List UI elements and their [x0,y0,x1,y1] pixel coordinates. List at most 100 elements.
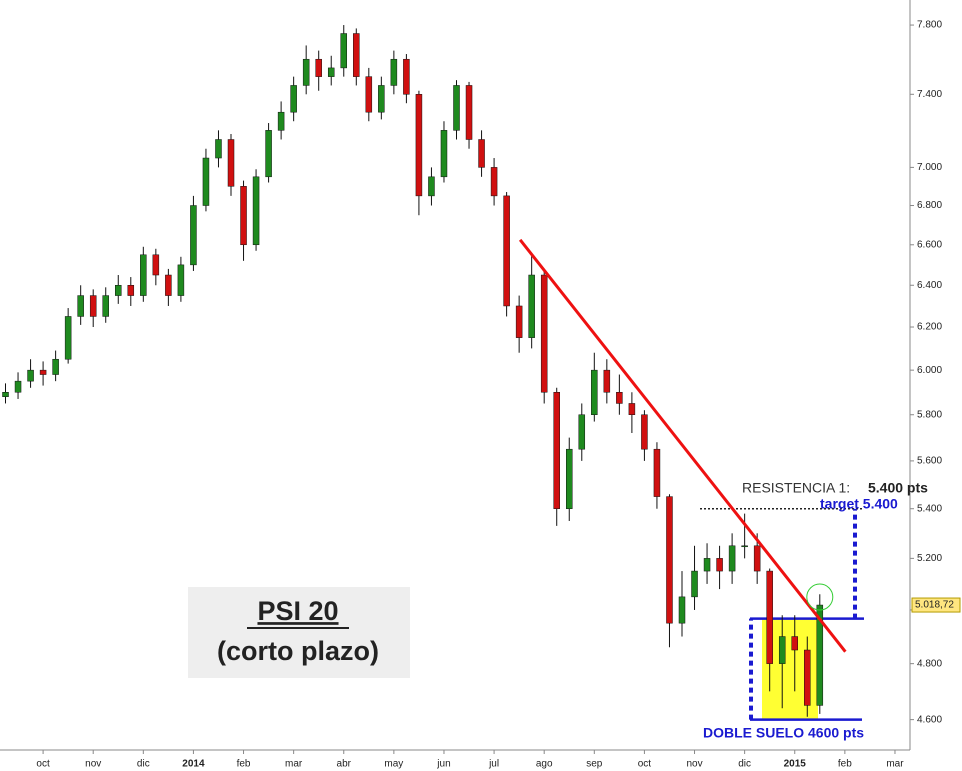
candle-body [152,254,160,276]
candle-body [578,414,586,450]
candle-body [678,596,686,624]
candle-body [365,76,373,113]
x-tick-label: abr [337,759,352,770]
x-tick-label: mar [886,759,904,770]
x-tick-label: nov [85,759,101,770]
candle-body [340,33,348,69]
candle-body [115,285,122,296]
y-tick-label: 5.600 [917,456,942,467]
candles [2,25,824,717]
candle-body [327,67,335,77]
candle-body [616,392,623,404]
candle-body [165,274,172,296]
x-tick-label: may [384,759,403,770]
candle-body [428,176,435,197]
candle-body [778,636,786,664]
candle-body [440,130,448,178]
y-tick-label: 6.000 [917,365,942,376]
x-tick-label: oct [638,759,652,770]
last-price-box [911,597,961,613]
candle-body [127,285,135,296]
x-tick-label: dic [738,759,751,770]
candle-body [753,545,761,572]
candle-body [378,85,385,113]
candle-body [791,636,798,651]
candle-body [39,369,47,375]
x-tick-label: oct [36,759,50,770]
x-tick-label: 2014 [182,759,205,770]
y-tick-label: 5.400 [917,503,942,514]
candle-body [252,176,260,246]
candle-body [353,33,360,77]
x-tick-label: 2015 [784,759,807,770]
candle-body [202,157,210,206]
y-tick-label: 5.200 [917,553,942,564]
candle-body [2,392,9,397]
candle-body [403,58,410,95]
candle-body [52,358,59,375]
y-tick-label: 4.800 [917,658,942,669]
x-tick-label: jun [436,759,450,770]
y-tick-label: 7.400 [917,89,942,100]
candle-body [515,305,523,338]
x-tick-label: jul [488,759,499,770]
candle-body [14,380,22,393]
candle-body [302,58,310,86]
y-tick-label: 7.000 [917,162,942,173]
candle-body [240,186,247,246]
candle-body [641,414,648,450]
candle-body [728,545,736,572]
resistance-value: 5.400 pts [868,480,928,496]
resistance-label: RESISTENCIA 1: [742,480,850,496]
candle-body [277,111,285,131]
y-tick-label: 7.800 [917,20,942,31]
candle-body [390,58,398,86]
candle-body [478,139,485,168]
candle-body [804,649,811,706]
candle-body [215,139,222,159]
candle-body [415,94,423,197]
last-price-label: 5.018,72 [915,600,954,611]
candle-body [653,448,661,497]
candle-body [177,264,185,296]
candle-body [453,85,460,131]
highlight-circle [806,583,834,611]
candle-body [540,274,548,393]
y-tick-label: 6.400 [917,280,942,291]
candle-body [27,369,34,382]
candle-body [628,403,636,415]
candle-body [140,254,147,296]
candle-body [490,167,498,197]
x-tick-label: sep [586,759,603,770]
candle-body [591,369,598,415]
candle-body [691,570,698,598]
candle-body [566,448,573,509]
candle-body [227,139,235,187]
x-tick-label: mar [285,759,303,770]
candle-body [528,274,535,338]
candle-body [766,570,773,664]
candle-body [265,130,272,178]
title-box [188,587,410,678]
candle-body [102,295,109,317]
y-tick-label: 4.600 [917,714,942,725]
y-tick-label: 6.800 [917,200,942,211]
candle-body [666,496,673,624]
candle-body [89,295,97,317]
x-tick-label: nov [686,759,702,770]
x-tick-label: ago [536,759,553,770]
candle-body [503,195,510,307]
x-tick-label: dic [137,759,150,770]
candle-body [716,558,723,572]
trendline [518,238,847,653]
chart-title: PSI 20 [257,596,338,626]
candle-body [741,545,748,548]
y-tick-label: 6.200 [917,322,942,333]
chart-subtitle: (corto plazo) [217,636,379,666]
y-tick-label: 6.600 [917,239,942,250]
candle-body [77,295,84,317]
candle-body [603,369,611,393]
floor-label: DOBLE SUELO 4600 pts [703,725,864,741]
